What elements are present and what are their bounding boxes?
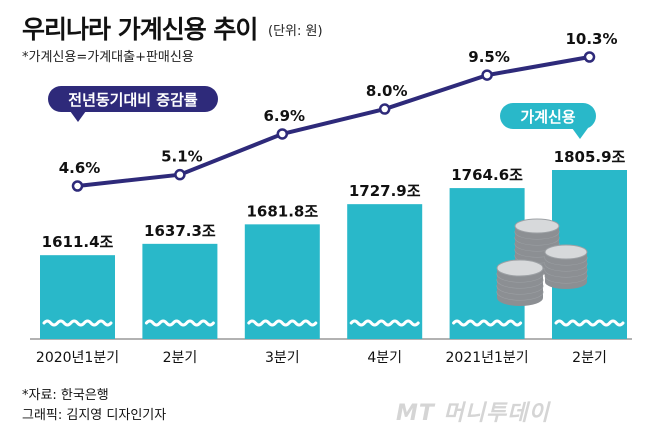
line-value-label: 10.3% bbox=[565, 30, 617, 48]
brand-watermark: MT 머니투데이 bbox=[396, 401, 550, 426]
line-point bbox=[174, 168, 186, 181]
line-value-label: 4.6% bbox=[59, 159, 101, 177]
line-point bbox=[276, 128, 289, 140]
line-point bbox=[378, 103, 391, 115]
bar bbox=[40, 255, 115, 339]
bar-wave-decoration bbox=[42, 319, 113, 327]
bar-value-label: 1805.9조 bbox=[554, 148, 626, 166]
bar-wave-decoration bbox=[452, 319, 523, 327]
legend-household-credit: 가계신용 bbox=[500, 103, 596, 139]
svg-text:전년동기대비 증감률: 전년동기대비 증감률 bbox=[68, 91, 198, 109]
bar-value-label: 1611.4조 bbox=[42, 233, 114, 251]
source-note: *자료: 한국은행 bbox=[22, 388, 109, 403]
bar-value-label: 1727.9조 bbox=[349, 182, 421, 200]
bar-value-label: 1637.3조 bbox=[144, 222, 216, 240]
bar-wave-decoration bbox=[247, 319, 318, 327]
line-value-label: 8.0% bbox=[366, 82, 408, 100]
bar bbox=[347, 204, 423, 339]
growth-rate-line bbox=[77, 55, 590, 188]
bar-wave-decoration bbox=[144, 319, 215, 327]
x-tick-label: 4분기 bbox=[367, 350, 402, 366]
credit-note: 그래픽: 김지영 디자인기자 bbox=[22, 408, 167, 423]
bar-value-label: 1681.8조 bbox=[246, 202, 318, 220]
x-tick-label: 2020년1분기 bbox=[36, 350, 119, 366]
line-value-label: 9.5% bbox=[468, 48, 510, 66]
definition-note: *가계신용=가계대출+판매신용 bbox=[22, 50, 194, 65]
bar-wave-decoration bbox=[349, 319, 420, 327]
bar-wave-decoration bbox=[554, 319, 625, 327]
x-tick-label: 2분기 bbox=[572, 350, 607, 366]
line-value-label: 5.1% bbox=[161, 148, 203, 166]
line-point bbox=[481, 69, 493, 81]
x-tick-label: 3분기 bbox=[265, 350, 300, 366]
unit-label: (단위: 원) bbox=[268, 24, 323, 39]
bar-value-label: 1764.6조 bbox=[451, 166, 523, 184]
chart-title: 우리나라 가계신용 추이 bbox=[22, 15, 258, 44]
x-tick-label: 2021년1분기 bbox=[446, 350, 529, 366]
legend-growth-rate: 전년동기대비 증감률 bbox=[48, 86, 218, 122]
line-point bbox=[583, 51, 596, 63]
svg-text:가계신용: 가계신용 bbox=[520, 108, 575, 126]
line-value-label: 6.9% bbox=[263, 107, 305, 125]
line-point bbox=[71, 180, 84, 192]
coin-stack-icon bbox=[496, 218, 588, 306]
x-tick-label: 2분기 bbox=[163, 350, 198, 366]
